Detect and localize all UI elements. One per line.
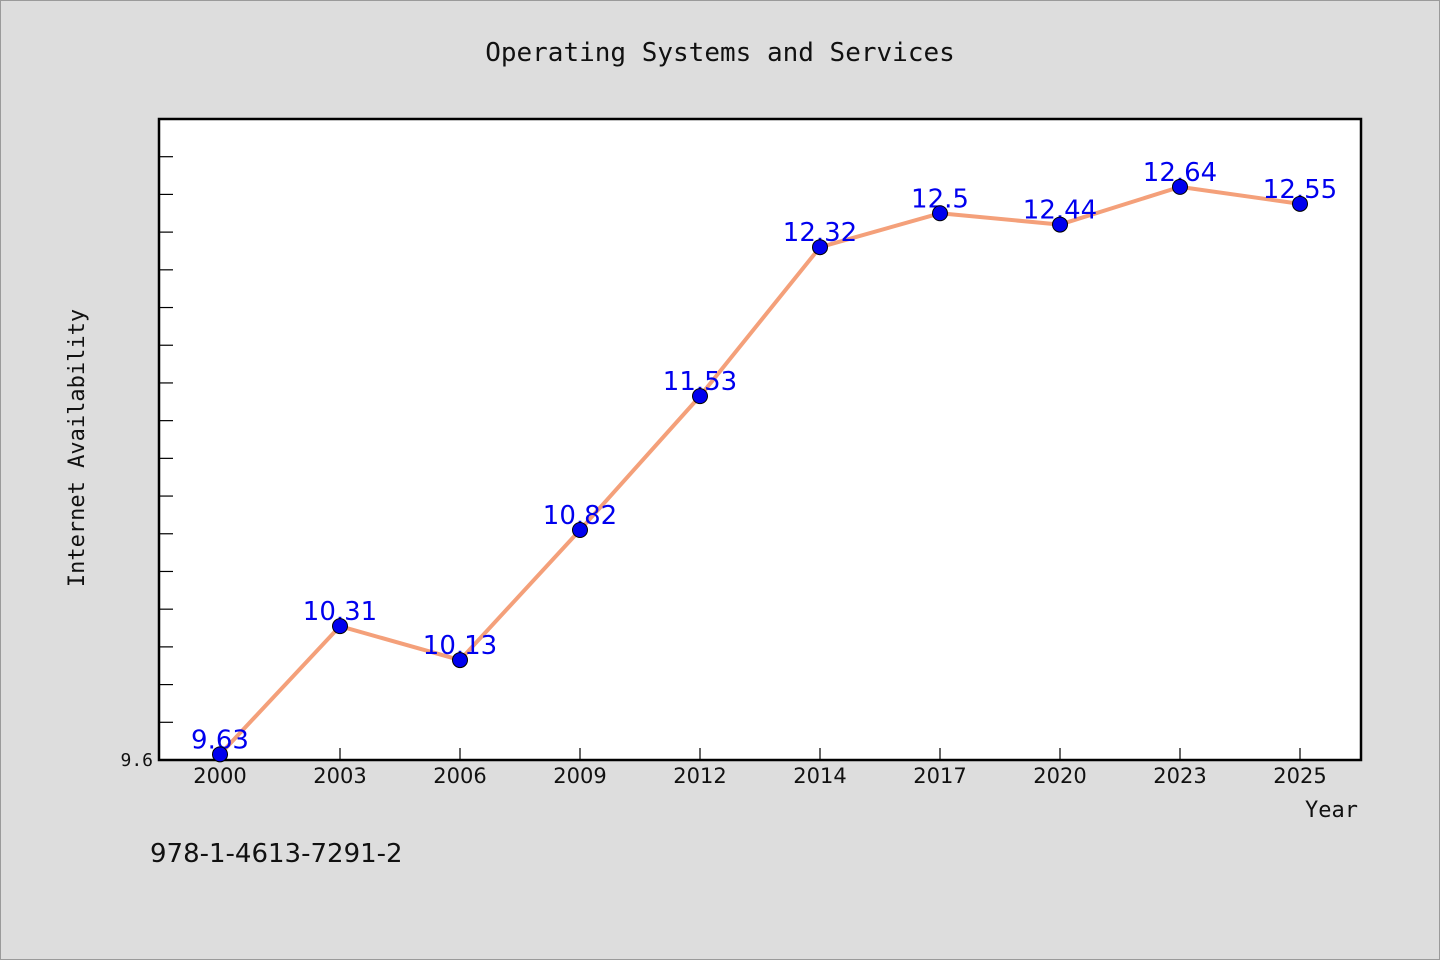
x-tick-label: 2012 (673, 764, 726, 788)
x-axis-ticks: 2000 2003 2006 2009 2012 2014 2017 2020 2023 2025 (193, 748, 1327, 788)
data-point (932, 205, 948, 222)
y-tick-label: 9.6 (120, 750, 153, 771)
data-point (1292, 195, 1308, 212)
x-tick-label: 2014 (793, 764, 846, 788)
y-axis-ticks: 9.6 (120, 118, 173, 771)
x-tick-label: 2017 (913, 764, 966, 788)
series-line (218, 184, 1301, 756)
data-point (332, 618, 348, 635)
x-tick-label: 2006 (433, 764, 486, 788)
x-tick-label: 2023 (1153, 764, 1206, 788)
x-tick-label: 2003 (313, 764, 366, 788)
data-point (692, 388, 708, 405)
y-axis-label: Internet Availability (65, 309, 90, 587)
data-point (1172, 178, 1188, 195)
x-axis-label: Year (1305, 798, 1358, 823)
data-point (1052, 216, 1068, 233)
x-tick-label: 2000 (193, 764, 246, 788)
isbn-text: 978-1-4613-7291-2 (150, 839, 403, 869)
x-tick-label: 2020 (1033, 764, 1086, 788)
data-point (812, 239, 828, 256)
data-point (212, 746, 228, 763)
data-point (572, 521, 588, 538)
x-tick-label: 2009 (553, 764, 606, 788)
data-point (452, 652, 468, 669)
chart-title: Operating Systems and Services (485, 38, 955, 68)
x-tick-label: 2025 (1273, 764, 1326, 788)
plot-area (157, 117, 1363, 762)
